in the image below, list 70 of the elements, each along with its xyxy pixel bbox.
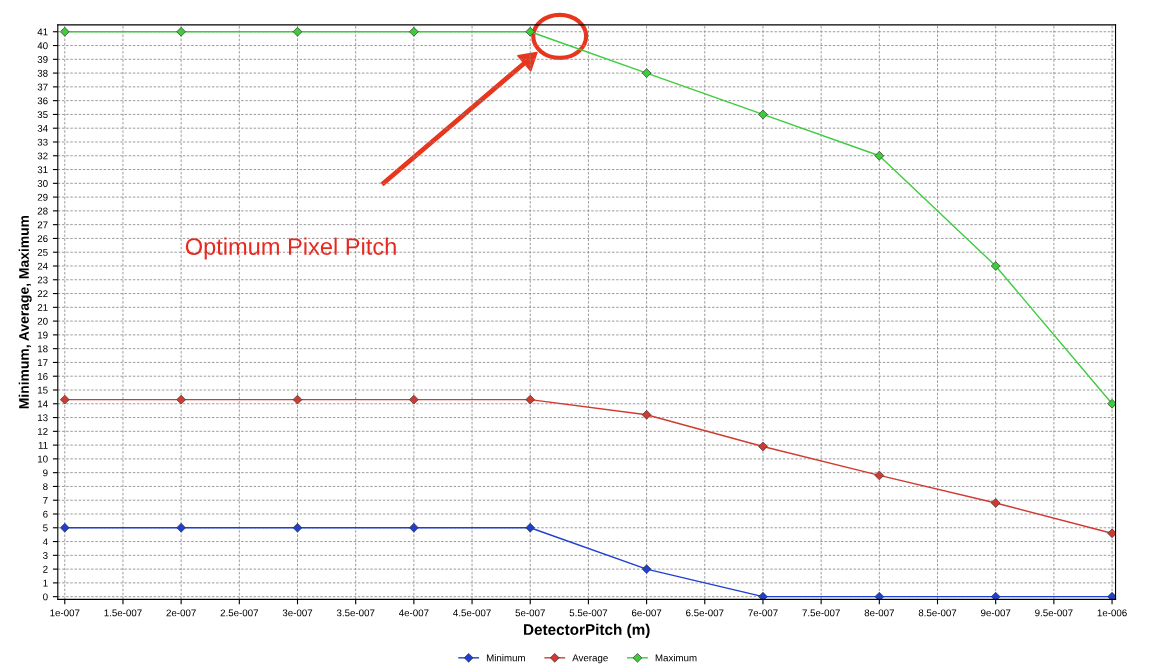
y-tick-label: 19 bbox=[38, 331, 48, 339]
legend-label: Maximum bbox=[655, 654, 697, 662]
x-tick-label: 4.5e-007 bbox=[453, 609, 491, 617]
y-axis-title: Minimum, Average, Maximum bbox=[18, 215, 32, 409]
y-tick-label: 11 bbox=[38, 441, 48, 449]
x-tick-label: 9.5e-007 bbox=[1035, 609, 1073, 617]
x-tick-label: 4e-007 bbox=[398, 609, 429, 617]
y-tick-label: 29 bbox=[37, 193, 48, 201]
x-tick-label: 1e-006 bbox=[1097, 609, 1127, 617]
y-tick-label: 4 bbox=[42, 538, 48, 546]
x-tick-label: 8e-007 bbox=[864, 609, 894, 617]
y-tick-label: 30 bbox=[37, 180, 48, 187]
y-tick-label: 35 bbox=[37, 111, 48, 119]
y-tick-label: 13 bbox=[38, 414, 48, 422]
y-tick-label: 2 bbox=[43, 565, 48, 573]
y-tick-label: 25 bbox=[37, 248, 48, 256]
x-tick-label: 7.5e-007 bbox=[802, 609, 840, 617]
y-tick-label: 39 bbox=[37, 56, 48, 63]
y-tick-label: 40 bbox=[37, 42, 48, 50]
x-tick-label: 6e-007 bbox=[631, 609, 662, 617]
y-tick-label: 27 bbox=[37, 221, 48, 229]
legend-label: Average bbox=[572, 654, 608, 664]
y-tick-label: 38 bbox=[37, 69, 48, 77]
y-tick-label: 9 bbox=[43, 469, 48, 477]
x-tick-label: 5.5e-007 bbox=[569, 609, 608, 617]
y-tick-label: 26 bbox=[37, 235, 48, 243]
x-tick-label: 3.5e-007 bbox=[336, 609, 375, 617]
y-tick-label: 21 bbox=[37, 304, 48, 311]
y-tick-label: 3 bbox=[43, 552, 48, 559]
y-tick-label: 15 bbox=[38, 386, 48, 394]
x-tick-label: 5e-007 bbox=[515, 609, 545, 617]
y-tick-label: 0 bbox=[43, 593, 48, 601]
y-tick-label: 12 bbox=[38, 428, 48, 435]
y-tick-label: 17 bbox=[38, 359, 48, 366]
y-tick-label: 33 bbox=[37, 138, 48, 146]
y-tick-label: 7 bbox=[43, 497, 48, 504]
x-tick-label: 9e-007 bbox=[981, 609, 1011, 617]
y-tick-label: 10 bbox=[38, 455, 48, 463]
y-tick-label: 31 bbox=[37, 166, 48, 174]
point bbox=[1107, 528, 1116, 539]
x-tick-label: 6.5e-007 bbox=[686, 609, 724, 617]
x-axis-title: DetectorPitch (m) bbox=[524, 623, 650, 639]
y-tick-label: 34 bbox=[37, 124, 48, 132]
y-tick-label: 28 bbox=[37, 207, 48, 215]
annotation: Optimum Pixel Pitch bbox=[185, 237, 396, 260]
y-tick-label: 20 bbox=[37, 317, 48, 325]
y-tick-label: 32 bbox=[37, 152, 48, 160]
y-tick-label: 16 bbox=[38, 372, 48, 380]
y-tick-label: 23 bbox=[37, 276, 48, 284]
x-tick-label: 2e-007 bbox=[166, 609, 196, 617]
y-tick-label: 1 bbox=[43, 579, 48, 587]
y-tick-label: 24 bbox=[37, 262, 48, 270]
y-tick-label: 41 bbox=[37, 28, 48, 36]
x-tick-label: 3e-007 bbox=[282, 609, 313, 617]
x-tick-label: 1.5e-007 bbox=[104, 609, 142, 617]
x-tick-label: 1e-007 bbox=[50, 609, 80, 617]
legend-label: Minimum bbox=[486, 654, 525, 662]
x-tick-label: 2.5e-007 bbox=[220, 609, 259, 617]
y-tick-label: 8 bbox=[43, 483, 48, 491]
y-tick-label: 37 bbox=[37, 83, 48, 91]
y-tick-label: 6 bbox=[43, 510, 48, 518]
x-tick-label: 8.5e-007 bbox=[918, 609, 957, 617]
y-tick-label: 36 bbox=[37, 97, 48, 105]
point bbox=[990, 591, 1001, 600]
y-tick-label: 14 bbox=[38, 400, 48, 408]
y-tick-label: 5 bbox=[43, 524, 48, 532]
point bbox=[1107, 591, 1116, 600]
y-tick-label: 18 bbox=[38, 345, 48, 353]
y-tick-label: 22 bbox=[37, 290, 48, 298]
x-tick-label: 7e-007 bbox=[748, 609, 778, 617]
